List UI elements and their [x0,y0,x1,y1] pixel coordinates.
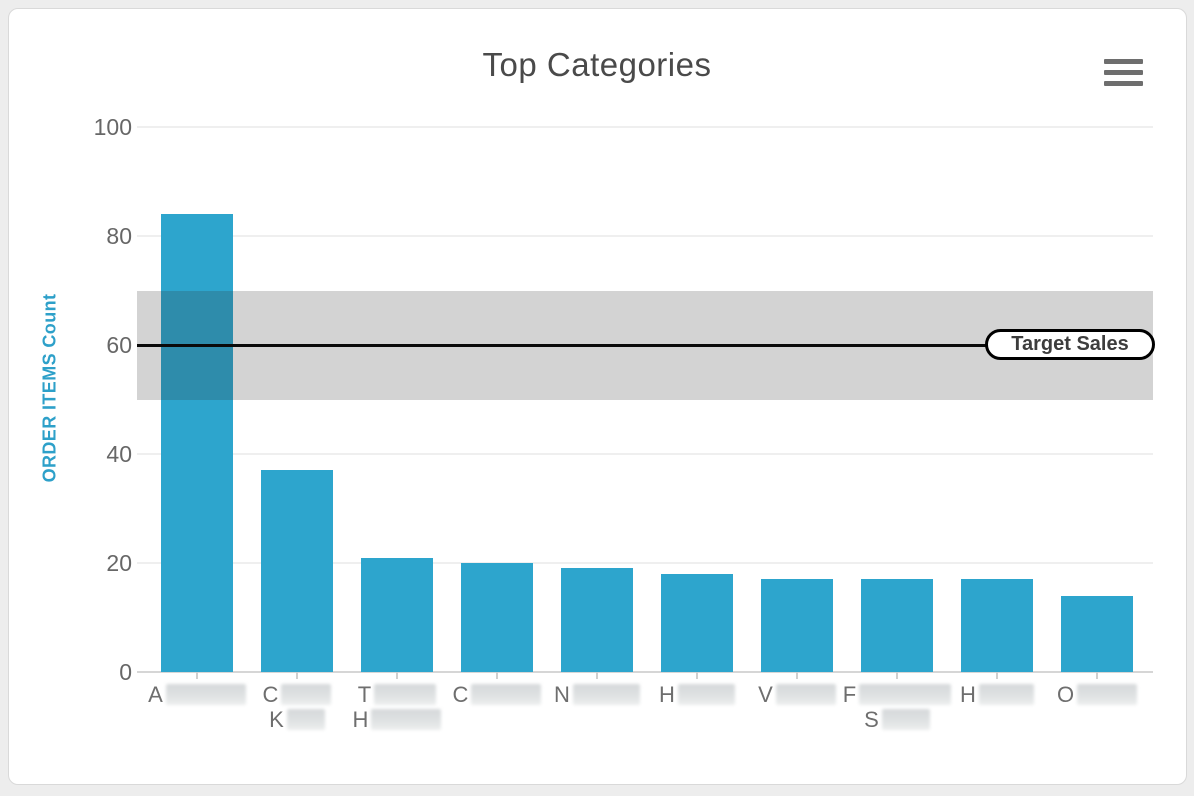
redacted-text-blur [859,684,952,705]
y-tick-label: 40 [106,441,132,467]
x-label-letter: F [842,681,857,707]
x-label-letter: H [352,706,369,732]
bar[interactable] [861,579,933,672]
x-label-line: N [522,682,672,707]
x-label-letter: S [864,706,879,732]
hamburger-menu-icon[interactable] [1104,58,1143,88]
x-category-label: H [922,682,1072,707]
x-tick [496,672,498,679]
x-label-letter: H [960,681,976,707]
x-tick [196,672,198,679]
x-label-letter: A [148,681,163,707]
redacted-text-blur [281,684,332,705]
x-category-label: C [422,682,572,707]
bar[interactable] [661,573,733,672]
redacted-text-blur [677,684,735,705]
redacted-text-blur [286,709,325,730]
redacted-text-blur [572,684,640,705]
target-sales-label: Target Sales [985,329,1155,360]
x-label-line: C [422,682,572,707]
x-tick [396,672,398,679]
x-tick [296,672,298,679]
hamburger-bar [1104,81,1143,86]
redacted-text-blur [1077,684,1138,705]
x-category-label: V [722,682,872,707]
x-label-line: H [322,707,472,732]
x-label-line: O [1022,682,1172,707]
bar[interactable] [461,563,533,672]
y-tick-label: 80 [106,223,132,249]
bar[interactable] [261,470,333,672]
bar[interactable] [961,579,1033,672]
redacted-text-blur [471,684,542,705]
hamburger-bar [1104,70,1143,75]
chart-title: Top Categories [482,46,712,83]
redacted-text-blur [165,684,246,705]
redacted-text-blur [374,684,437,705]
x-tick [896,672,898,679]
x-category-label: H [622,682,772,707]
y-tick-label: 20 [106,550,132,576]
redacted-text-blur [775,684,836,705]
x-label-line: K [222,707,372,732]
x-label-line: C [222,682,372,707]
x-label-letter: C [262,681,279,707]
x-axis-line [137,671,1153,673]
x-category-label: O [1022,682,1172,707]
gridline [137,453,1153,455]
x-label-letter: K [269,706,284,732]
y-tick-label: 0 [119,659,132,685]
gridline [137,126,1153,128]
bar[interactable] [161,214,233,672]
x-label-letter: C [452,681,469,707]
y-tick-label: 60 [106,332,132,358]
x-label-line: H [922,682,1072,707]
redacted-text-blur [371,709,442,730]
x-label-line: S [822,707,972,732]
x-tick [696,672,698,679]
gridline [137,235,1153,237]
target-line [137,343,1153,347]
y-tick-label: 100 [93,114,132,140]
x-label-line: V [722,682,872,707]
x-label-letter: V [758,681,773,707]
redacted-text-blur [881,709,930,730]
x-category-label: A [122,682,272,707]
x-label-line: T [322,682,472,707]
x-tick [1096,672,1098,679]
x-label-letter: H [659,681,675,707]
x-label-line: F [822,682,972,707]
x-label-line: A [122,682,272,707]
redacted-text-blur [978,684,1034,705]
bar[interactable] [561,568,633,672]
x-tick [996,672,998,679]
bar[interactable] [761,579,833,672]
x-tick [596,672,598,679]
bar[interactable] [1061,595,1133,672]
hamburger-bar [1104,59,1143,64]
x-label-letter: N [554,681,570,707]
x-label-letter: T [357,681,372,707]
x-label-letter: O [1056,681,1075,707]
x-category-label: N [522,682,672,707]
x-tick [796,672,798,679]
bar[interactable] [361,557,433,672]
x-label-line: H [622,682,772,707]
gridline [137,562,1153,564]
